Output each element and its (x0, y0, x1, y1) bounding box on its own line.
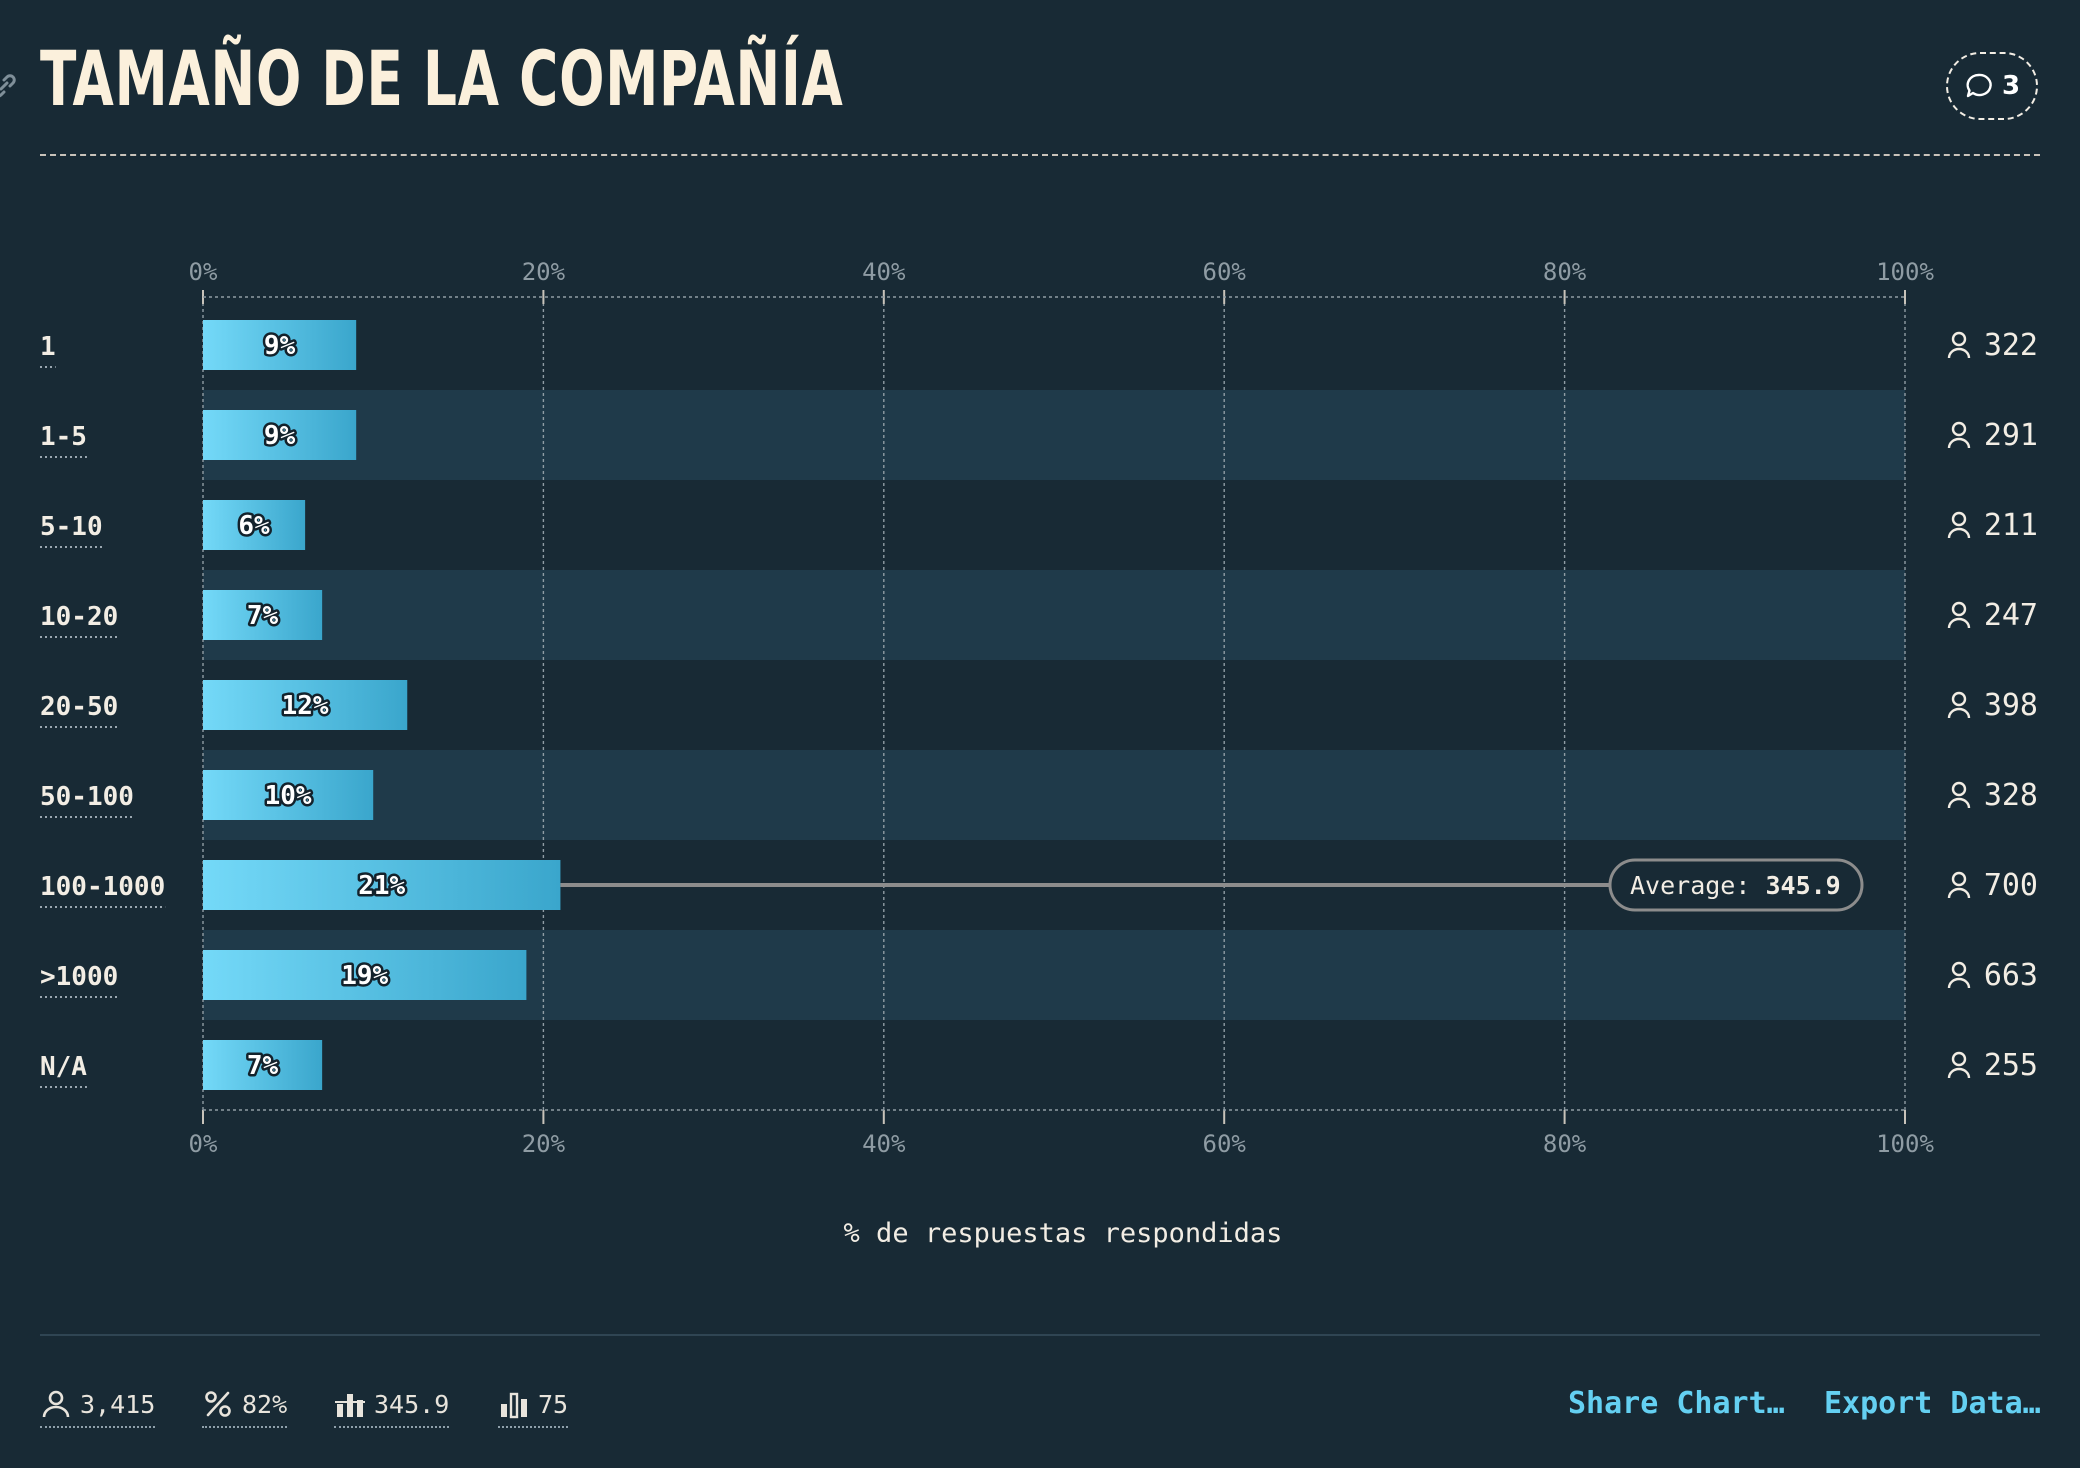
bar (203, 680, 408, 730)
stat-percent[interactable]: 82% (202, 1384, 288, 1428)
user-icon (1947, 691, 1971, 719)
percent-icon (205, 1391, 231, 1417)
bar-value-label: 7% (247, 601, 279, 631)
row-band (203, 750, 1905, 840)
stat-value: 345.9 (374, 1389, 450, 1419)
average-label: Average: 345.9 (1630, 871, 1841, 900)
bar-value-label: 9% (264, 421, 296, 451)
respondent-count: 255 (1984, 1048, 2038, 1083)
table-row: 1 9% 322 (40, 320, 2038, 370)
tick-label: 0% (189, 258, 218, 286)
category-label: 10-20 (40, 602, 118, 632)
tick-label: 40% (862, 258, 906, 286)
user-icon (1947, 871, 1971, 899)
bar (203, 770, 374, 820)
user-icon (1947, 601, 1971, 629)
bar-value-label: 9% (264, 331, 296, 361)
tick-label: 40% (862, 1130, 906, 1158)
user-icon (1947, 511, 1971, 539)
respondent-count: 247 (1984, 598, 2038, 633)
average-value: 345.9 (1765, 871, 1840, 900)
user-icon (1947, 1051, 1971, 1079)
category-label: 100-1000 (40, 872, 165, 902)
bar (203, 950, 527, 1000)
stat-average[interactable]: 345.9 (334, 1384, 450, 1428)
bar-value-label: 10% (265, 781, 312, 811)
link-icon[interactable] (0, 70, 20, 102)
category-label: 50-100 (40, 782, 134, 812)
stat-value: 3,415 (80, 1389, 156, 1419)
average-badge (1608, 858, 1864, 912)
tick-label: 80% (1543, 1130, 1587, 1158)
stat-respondents[interactable]: 3,415 (40, 1384, 156, 1428)
user-icon (1947, 421, 1971, 449)
bar (203, 590, 323, 640)
category-label: 1-5 (40, 422, 87, 452)
tick-label: 60% (1203, 1130, 1247, 1158)
table-row: 5-10 6% 211 (40, 500, 2038, 550)
bar (203, 410, 357, 460)
bar-chart: 0%0%20%20%40%40%60%60%80%80%100%100% 1 9%… (40, 258, 2038, 1249)
table-row: 1-5 9% 291 (40, 410, 2038, 460)
tick-label: 80% (1543, 258, 1587, 286)
table-row: >1000 19% 663 (40, 950, 2038, 1000)
page-title: TAMAÑO DE LA COMPAÑÍA (40, 34, 844, 123)
user-icon (1947, 961, 1971, 989)
user-icon (42, 1390, 70, 1418)
respondent-count: 322 (1984, 328, 2038, 363)
bar-value-label: 21% (358, 871, 405, 901)
respondent-count: 663 (1984, 958, 2038, 993)
tick-label: 100% (1876, 1130, 1934, 1158)
x-axis-label: % de respuestas respondidas (844, 1218, 1283, 1249)
category-label: >1000 (40, 962, 118, 992)
stat-bars[interactable]: 75 (498, 1384, 569, 1428)
user-icon (1947, 331, 1971, 359)
respondent-count: 291 (1984, 418, 2038, 453)
category-label: 5-10 (40, 512, 103, 542)
bar (203, 500, 306, 550)
row-band (203, 570, 1905, 660)
title-divider (40, 154, 2040, 156)
tick-label: 20% (522, 258, 566, 286)
stat-value: 82% (242, 1389, 288, 1419)
respondent-count: 211 (1984, 508, 2038, 543)
bars-icon (501, 1392, 527, 1419)
table-row: 20-50 12% 398 (40, 680, 2038, 730)
comments-button[interactable]: 3 (1946, 52, 2038, 120)
bar (203, 1040, 323, 1090)
respondent-count: 700 (1984, 868, 2038, 903)
bar (203, 860, 561, 910)
table-row: 10-20 7% 247 (40, 590, 2038, 640)
stat-value: 75 (538, 1389, 569, 1419)
share-chart-button[interactable]: Share Chart… (1568, 1386, 1785, 1421)
tick-label: 100% (1876, 258, 1934, 286)
respondent-count: 328 (1984, 778, 2038, 813)
category-label: N/A (40, 1052, 87, 1082)
comment-count: 3 (2001, 71, 2021, 101)
category-label: 1 (40, 332, 56, 362)
bar-value-label: 6% (238, 511, 270, 541)
average-bars-icon (335, 1394, 365, 1417)
user-icon (1947, 781, 1971, 809)
bar-value-label: 12% (282, 691, 329, 721)
table-row: N/A 7% 255 (40, 1040, 2038, 1090)
row-band (203, 390, 1905, 480)
tick-label: 60% (1203, 258, 1247, 286)
footer-divider (40, 1334, 2040, 1336)
comment-icon (1966, 73, 1992, 98)
bar (203, 320, 357, 370)
bar-value-label: 19% (341, 961, 388, 991)
respondent-count: 398 (1984, 688, 2038, 723)
table-row: 100-1000 21% 700 (40, 860, 2038, 910)
export-data-button[interactable]: Export Data… (1824, 1386, 2041, 1421)
bar-value-label: 7% (247, 1051, 279, 1081)
tick-label: 20% (522, 1130, 566, 1158)
table-row: 50-100 10% 328 (40, 770, 2038, 820)
tick-label: 0% (189, 1130, 218, 1158)
category-label: 20-50 (40, 692, 118, 722)
